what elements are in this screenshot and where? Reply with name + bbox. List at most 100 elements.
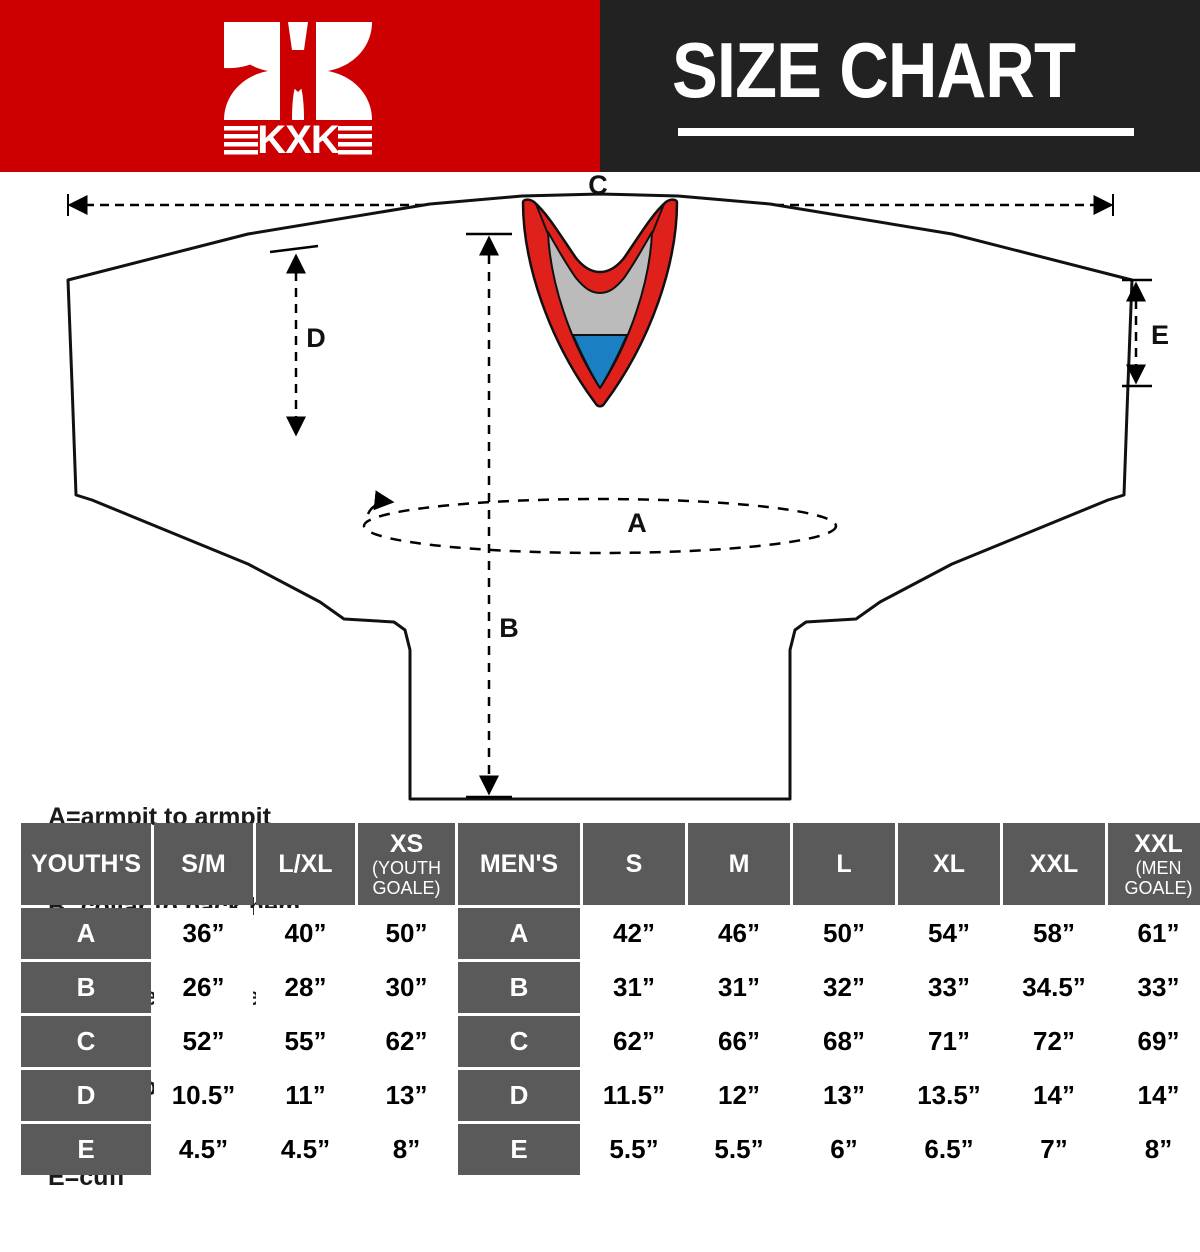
men-row-label: A bbox=[458, 908, 580, 959]
column-header-3: L/XL bbox=[256, 823, 355, 905]
svg-text:D: D bbox=[306, 323, 326, 353]
column-header-4: XS (YOUTH GOALE) bbox=[358, 823, 455, 905]
jersey-outline bbox=[66, 192, 1134, 801]
men-cell-A-2: 46” bbox=[688, 908, 790, 959]
men-cell-E-3: 6” bbox=[793, 1124, 895, 1175]
men-cell-D-6: 14” bbox=[1108, 1070, 1200, 1121]
men-cell-D-2: 12” bbox=[688, 1070, 790, 1121]
youth-cell-E-3: 8” bbox=[358, 1124, 455, 1175]
men-cell-B-3: 32” bbox=[793, 962, 895, 1013]
table-row: C 52” 55” 62” C 62” 66” 68” 71” 72” 69” bbox=[21, 1016, 1200, 1067]
youth-cell-A-1: 36” bbox=[154, 908, 253, 959]
men-cell-B-5: 34.5” bbox=[1003, 962, 1105, 1013]
men-row-label: D bbox=[458, 1070, 580, 1121]
column-header-label: S bbox=[625, 849, 643, 878]
youth-row-label: B bbox=[21, 962, 151, 1013]
column-header-9: XL bbox=[898, 823, 1000, 905]
page-title: SIZE CHART bbox=[672, 26, 1076, 114]
youth-cell-C-3: 62” bbox=[358, 1016, 455, 1067]
youth-cell-B-3: 30” bbox=[358, 962, 455, 1013]
column-header-6: S bbox=[583, 823, 685, 905]
men-row-label: C bbox=[458, 1016, 580, 1067]
men-cell-E-1: 5.5” bbox=[583, 1124, 685, 1175]
column-header-7: M bbox=[688, 823, 790, 905]
youth-cell-A-2: 40” bbox=[256, 908, 355, 959]
table-header-row: YOUTH'S S/M L/XL XS (YOUTH GOALE) MEN'S S M L XL X… bbox=[21, 823, 1200, 905]
youth-cell-B-1: 26” bbox=[154, 962, 253, 1013]
title-underline bbox=[678, 128, 1134, 136]
table-row: D 10.5” 11” 13” D 11.5” 12” 13” 13.5” 14” 14” bbox=[21, 1070, 1200, 1121]
men-cell-D-5: 14” bbox=[1003, 1070, 1105, 1121]
youth-row-label: A bbox=[21, 908, 151, 959]
men-cell-C-6: 69” bbox=[1108, 1016, 1200, 1067]
column-header-1: YOUTH'S bbox=[21, 823, 151, 905]
column-header-sublabel: (MEN GOALE) bbox=[1124, 857, 1193, 898]
page-header: KXK SIZE CHART bbox=[0, 0, 1200, 172]
svg-text:E: E bbox=[1151, 320, 1169, 350]
men-cell-D-4: 13.5” bbox=[898, 1070, 1000, 1121]
dimension-c bbox=[67, 194, 1114, 216]
men-cell-E-2: 5.5” bbox=[688, 1124, 790, 1175]
svg-text:A: A bbox=[627, 508, 647, 538]
men-cell-C-3: 68” bbox=[793, 1016, 895, 1067]
youth-cell-B-2: 28” bbox=[256, 962, 355, 1013]
youth-cell-C-2: 55” bbox=[256, 1016, 355, 1067]
column-header-10: XXL bbox=[1003, 823, 1105, 905]
column-header-label: XXL bbox=[1029, 849, 1079, 878]
youth-cell-C-1: 52” bbox=[154, 1016, 253, 1067]
column-header-label: XL bbox=[933, 849, 965, 878]
youth-cell-D-2: 11” bbox=[256, 1070, 355, 1121]
men-cell-C-1: 62” bbox=[583, 1016, 685, 1067]
size-chart-page: KXK SIZE CHART bbox=[0, 0, 1200, 1191]
column-header-label: L/XL bbox=[278, 849, 333, 878]
men-cell-A-5: 58” bbox=[1003, 908, 1105, 959]
men-cell-B-1: 31” bbox=[583, 962, 685, 1013]
column-header-label: XS bbox=[389, 829, 424, 858]
men-cell-C-2: 66” bbox=[688, 1016, 790, 1067]
column-header-label: XXL bbox=[1134, 829, 1183, 858]
size-table: YOUTH'S S/M L/XL XS (YOUTH GOALE) MEN'S S M L XL X… bbox=[18, 820, 1200, 1175]
youth-row-label: C bbox=[21, 1016, 151, 1067]
men-cell-B-4: 33” bbox=[898, 962, 1000, 1013]
youth-row-label: E bbox=[21, 1124, 151, 1175]
svg-text:KXK: KXK bbox=[257, 118, 340, 161]
column-header-11: XXL (MEN GOALE) bbox=[1108, 823, 1200, 905]
column-header-label: M bbox=[728, 849, 750, 878]
youth-cell-D-1: 10.5” bbox=[154, 1070, 253, 1121]
men-cell-E-4: 6.5” bbox=[898, 1124, 1000, 1175]
column-header-sublabel: (YOUTH GOALE) bbox=[372, 857, 441, 898]
column-header-5: MEN'S bbox=[458, 823, 580, 905]
men-cell-C-5: 72” bbox=[1003, 1016, 1105, 1067]
column-header-label: YOUTH'S bbox=[30, 849, 142, 878]
youth-cell-E-2: 4.5” bbox=[256, 1124, 355, 1175]
column-header-label: MEN'S bbox=[479, 849, 559, 878]
youth-cell-A-3: 50” bbox=[358, 908, 455, 959]
youth-row-label: D bbox=[21, 1070, 151, 1121]
dimension-a bbox=[362, 490, 838, 555]
column-header-2: S/M bbox=[154, 823, 253, 905]
men-cell-E-6: 8” bbox=[1108, 1124, 1200, 1175]
dimension-d bbox=[269, 244, 319, 437]
men-cell-A-3: 50” bbox=[793, 908, 895, 959]
men-cell-B-2: 31” bbox=[688, 962, 790, 1013]
column-header-label: S/M bbox=[181, 849, 226, 878]
table-row: E 4.5” 4.5” 8” E 5.5” 5.5” 6” 6.5” 7” 8” bbox=[21, 1124, 1200, 1175]
jersey-diagram: C bbox=[0, 172, 1200, 1191]
column-header-8: L bbox=[793, 823, 895, 905]
men-cell-A-1: 42” bbox=[583, 908, 685, 959]
column-header-label: L bbox=[836, 849, 852, 878]
svg-text:B: B bbox=[499, 613, 519, 643]
men-cell-B-6: 33” bbox=[1108, 962, 1200, 1013]
youth-cell-D-3: 13” bbox=[358, 1070, 455, 1121]
men-cell-E-5: 7” bbox=[1003, 1124, 1105, 1175]
header-title-panel bbox=[600, 0, 1200, 172]
men-row-label: E bbox=[458, 1124, 580, 1175]
men-row-label: B bbox=[458, 962, 580, 1013]
table-row: B 26” 28” 30” B 31” 31” 32” 33” 34.5” 33” bbox=[21, 962, 1200, 1013]
dimension-e bbox=[1122, 278, 1152, 388]
table-row: A 36” 40” 50” A 42” 46” 50” 54” 58” 61” bbox=[21, 908, 1200, 959]
kxk-logo: KXK bbox=[218, 16, 378, 161]
men-cell-A-4: 54” bbox=[898, 908, 1000, 959]
men-cell-D-3: 13” bbox=[793, 1070, 895, 1121]
jersey-collar bbox=[521, 198, 679, 408]
